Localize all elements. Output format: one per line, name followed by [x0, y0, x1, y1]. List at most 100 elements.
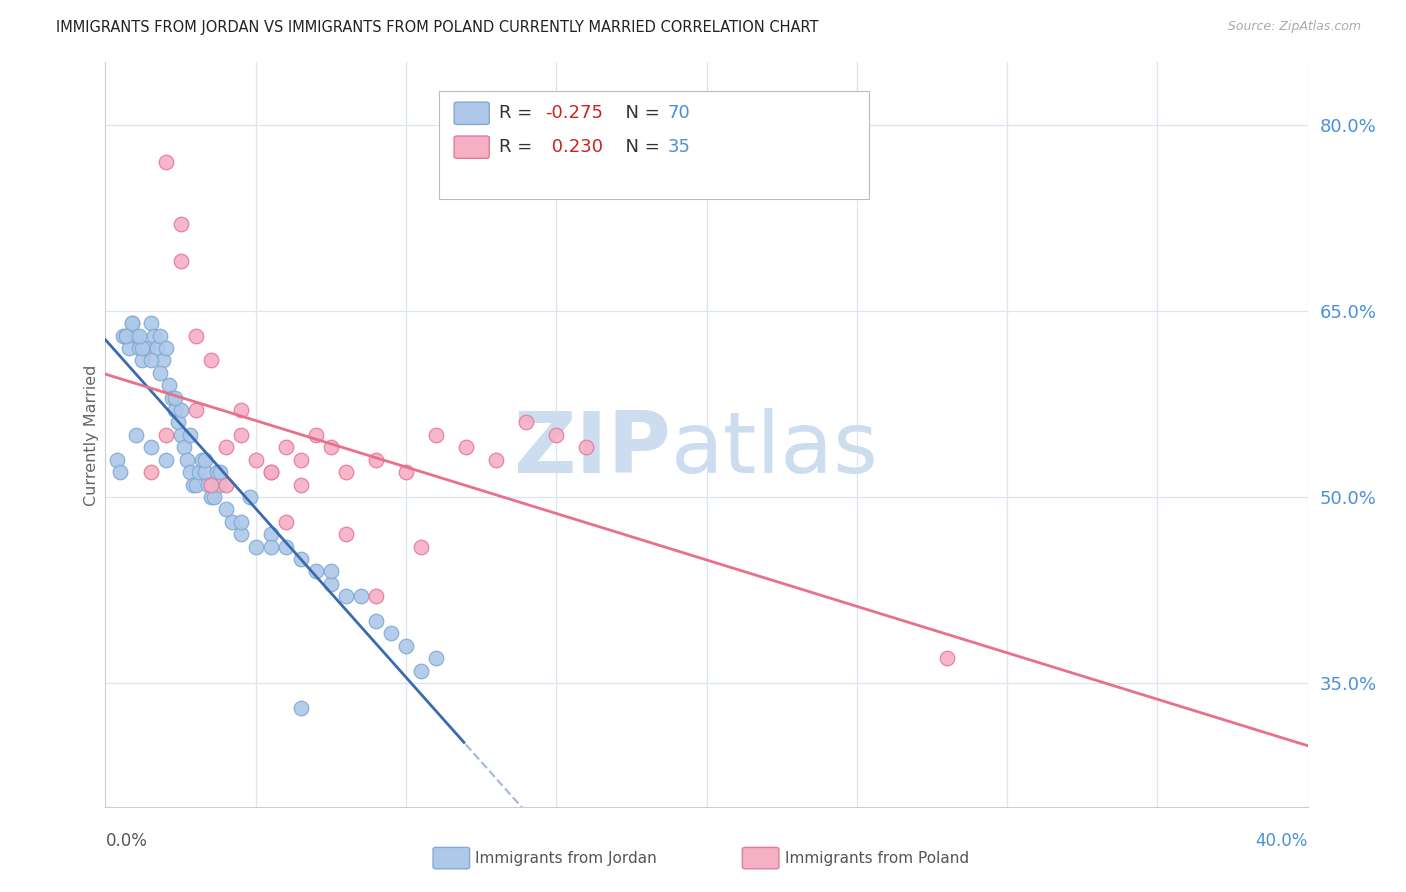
Point: [274, 440, 297, 454]
Point: [364, 614, 387, 628]
Point: [274, 540, 297, 554]
Point: [131, 353, 153, 368]
Point: [169, 427, 191, 442]
Point: [190, 452, 212, 467]
Point: [214, 502, 236, 516]
Point: [112, 328, 135, 343]
Point: [515, 416, 537, 430]
Point: [184, 477, 207, 491]
Point: [134, 341, 156, 355]
Point: [229, 515, 252, 529]
Point: [319, 565, 342, 579]
Y-axis label: Currently Married: Currently Married: [83, 364, 98, 506]
Point: [157, 378, 180, 392]
Point: [139, 465, 162, 479]
Point: [148, 366, 170, 380]
Text: 0.0%: 0.0%: [105, 832, 148, 850]
Point: [208, 477, 231, 491]
Point: [115, 328, 138, 343]
Point: [364, 452, 387, 467]
Text: atlas: atlas: [671, 409, 879, 491]
Point: [335, 527, 357, 541]
Point: [245, 452, 267, 467]
Point: [184, 403, 207, 417]
Point: [136, 341, 159, 355]
Point: [239, 490, 262, 504]
Point: [155, 154, 177, 169]
Point: [184, 328, 207, 343]
Text: 70: 70: [668, 104, 690, 122]
Point: [124, 328, 146, 343]
Point: [350, 589, 373, 603]
Point: [148, 328, 170, 343]
Point: [131, 341, 153, 355]
Point: [290, 452, 312, 467]
Point: [575, 440, 598, 454]
Point: [110, 465, 132, 479]
Point: [260, 465, 283, 479]
Point: [142, 328, 165, 343]
Point: [145, 341, 167, 355]
Text: N =: N =: [614, 138, 666, 156]
Point: [139, 440, 162, 454]
Point: [485, 452, 508, 467]
Point: [229, 403, 252, 417]
Text: ZIP: ZIP: [513, 409, 671, 491]
Point: [364, 589, 387, 603]
Point: [179, 427, 201, 442]
Text: R =: R =: [499, 138, 538, 156]
Point: [290, 552, 312, 566]
Point: [155, 341, 177, 355]
Text: -0.275: -0.275: [546, 104, 603, 122]
Point: [546, 427, 568, 442]
Point: [245, 540, 267, 554]
Point: [319, 440, 342, 454]
Point: [208, 465, 231, 479]
Point: [202, 490, 225, 504]
Point: [380, 626, 402, 640]
Point: [200, 353, 222, 368]
Point: [290, 477, 312, 491]
Point: [169, 403, 191, 417]
Point: [139, 316, 162, 330]
Point: [319, 577, 342, 591]
Point: [425, 651, 447, 665]
Point: [169, 254, 191, 268]
Point: [124, 427, 146, 442]
Point: [194, 465, 217, 479]
Text: Immigrants from Jordan: Immigrants from Jordan: [475, 851, 657, 865]
Point: [409, 664, 432, 678]
Point: [229, 527, 252, 541]
Point: [200, 477, 222, 491]
Point: [128, 328, 150, 343]
Point: [290, 701, 312, 715]
Point: [139, 353, 162, 368]
Point: [173, 440, 195, 454]
Point: [221, 515, 243, 529]
Point: [160, 391, 183, 405]
Point: [395, 639, 418, 653]
Point: [166, 416, 188, 430]
Point: [936, 651, 959, 665]
Point: [260, 527, 283, 541]
Point: [169, 217, 191, 231]
Text: R =: R =: [499, 104, 538, 122]
Point: [128, 341, 150, 355]
Point: [107, 452, 129, 467]
Point: [118, 341, 141, 355]
Point: [260, 540, 283, 554]
Point: [200, 490, 222, 504]
Text: 40.0%: 40.0%: [1256, 832, 1308, 850]
Point: [305, 565, 328, 579]
Point: [335, 465, 357, 479]
Point: [274, 515, 297, 529]
Text: IMMIGRANTS FROM JORDAN VS IMMIGRANTS FROM POLAND CURRENTLY MARRIED CORRELATION C: IMMIGRANTS FROM JORDAN VS IMMIGRANTS FRO…: [56, 20, 818, 35]
Point: [409, 540, 432, 554]
Point: [260, 465, 283, 479]
Point: [305, 427, 328, 442]
Text: 35: 35: [668, 138, 690, 156]
Point: [152, 353, 174, 368]
Point: [205, 465, 228, 479]
Point: [335, 589, 357, 603]
Point: [115, 328, 138, 343]
